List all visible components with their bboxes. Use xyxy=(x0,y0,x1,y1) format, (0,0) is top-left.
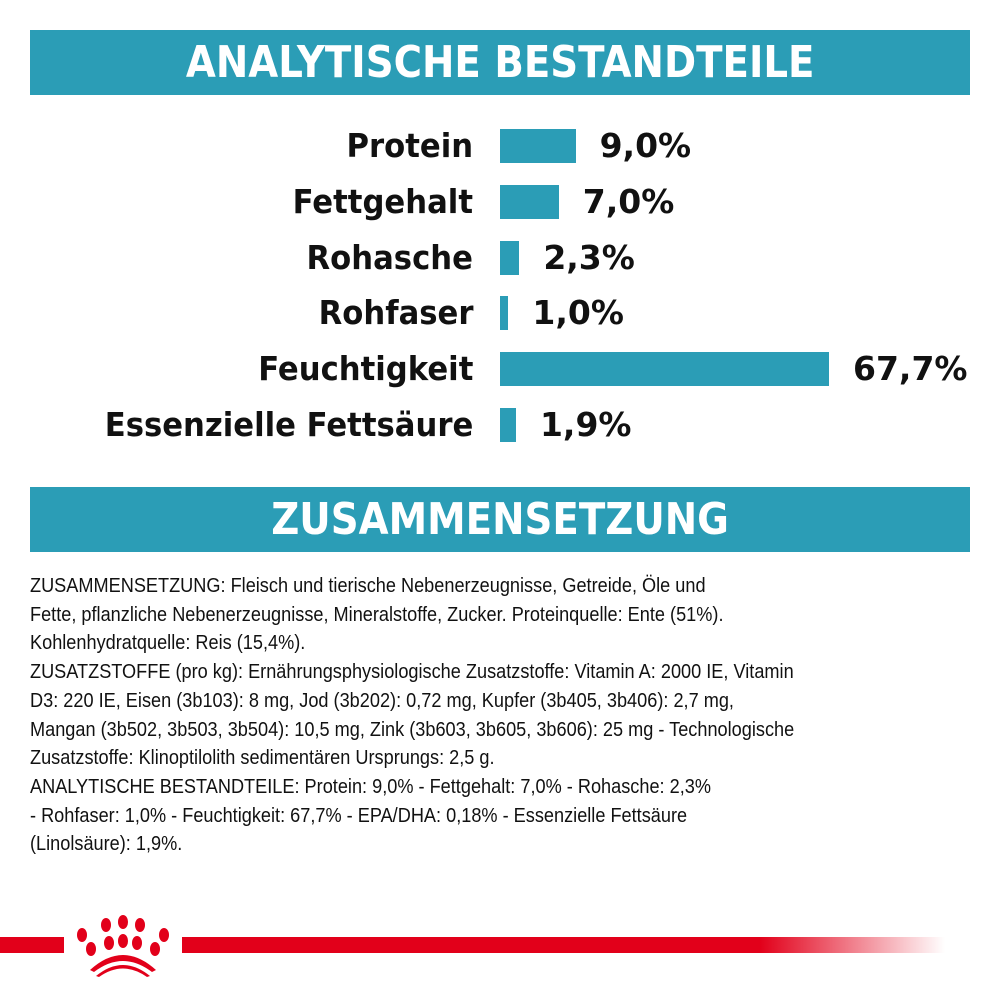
category-label: Rohasche xyxy=(306,237,473,277)
composition-line: (Linolsäure): 1,9%. xyxy=(30,832,183,856)
category-label: Protein xyxy=(346,126,473,165)
category-label: Rohfaser xyxy=(318,293,473,333)
category-label: Fettgehalt xyxy=(292,181,473,221)
composition-line: Kohlenhydratquelle: Reis (15,4%). xyxy=(30,631,306,655)
composition-header: ZUSAMMENSETZUNG xyxy=(30,487,970,552)
value-label: 7,0% xyxy=(582,181,675,221)
chart-row: Essenzielle Fettsäure 1,9% xyxy=(0,405,1000,445)
chart-row: Fettgehalt 7,0% xyxy=(0,182,1000,222)
bar xyxy=(500,184,559,219)
value-label: 67,7% xyxy=(853,349,968,389)
composition-line: - Rohfaser: 1,0% - Feuchtigkeit: 67,7% -… xyxy=(30,803,688,827)
composition-text: ZUSAMMENSETZUNG: Fleisch und tierische N… xyxy=(30,572,968,859)
bar xyxy=(500,240,520,275)
value-label: 2,3% xyxy=(543,237,635,277)
chart-row: Feuchtigkeit 67,7% xyxy=(0,349,1000,389)
analysis-header: ANALYTISCHE BESTANDTEILE xyxy=(30,30,970,95)
composition-line: ZUSATZSTOFFE (pro kg): Ernährungsphysiol… xyxy=(30,660,794,684)
royal-canin-crown-icon xyxy=(64,912,182,978)
bar xyxy=(500,129,576,163)
bar xyxy=(500,352,829,387)
value-label: 9,0% xyxy=(599,126,692,165)
analysis-header-text: ANALYTISCHE BESTANDTEILE xyxy=(185,37,815,88)
composition-line: D3: 220 IE, Eisen (3b103): 8 mg, Jod (3b… xyxy=(30,688,734,712)
composition-line: ZUSAMMENSETZUNG: Fleisch und tierische N… xyxy=(30,574,706,597)
chart-row: Rohfaser 1,0% xyxy=(0,293,1000,333)
category-label: Essenzielle Fettsäure xyxy=(104,405,473,444)
chart-row: Rohasche 2,3% xyxy=(0,238,1000,278)
composition-line: Zusatzstoffe: Klinoptilolith sedimentäre… xyxy=(30,746,495,770)
bar xyxy=(500,296,509,331)
brand-red-line xyxy=(0,937,945,953)
composition-line: Mangan (3b502, 3b503, 3b504): 10,5 mg, Z… xyxy=(30,717,795,741)
value-label: 1,0% xyxy=(532,293,624,333)
chart-row: Protein 9,0% xyxy=(0,126,1000,166)
value-label: 1,9% xyxy=(539,405,632,444)
composition-line: ANALYTISCHE BESTANDTEILE: Protein: 9,0% … xyxy=(30,774,711,798)
category-label: Feuchtigkeit xyxy=(257,349,473,389)
composition-line: Fette, pflanzliche Nebenerzeugnisse, Min… xyxy=(30,602,724,626)
bar xyxy=(500,408,516,442)
composition-header-text: ZUSAMMENSETZUNG xyxy=(271,494,729,545)
